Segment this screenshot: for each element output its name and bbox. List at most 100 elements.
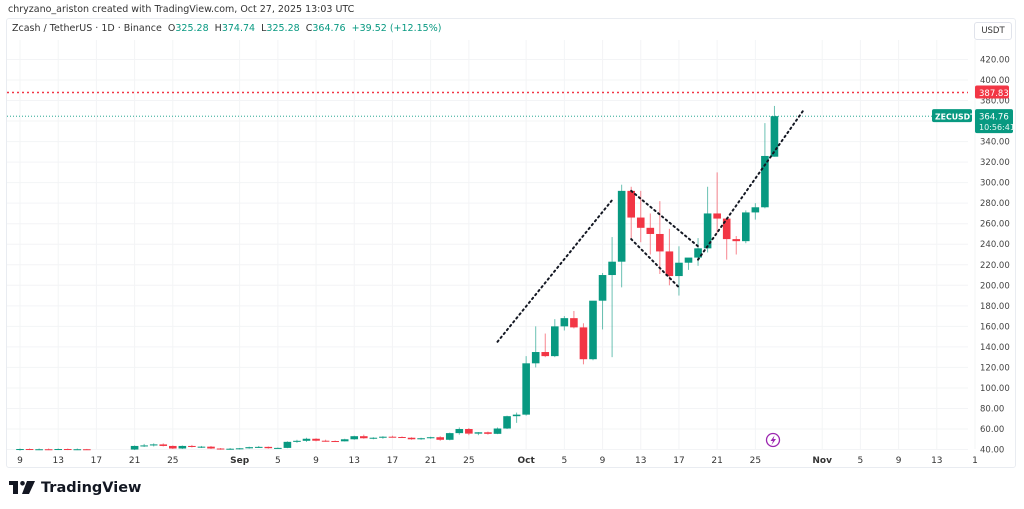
candle[interactable] <box>140 443 148 447</box>
currency-button[interactable]: USDT <box>974 22 1012 40</box>
candle[interactable] <box>703 186 712 253</box>
candle[interactable] <box>159 443 168 447</box>
low-label: L <box>261 23 267 34</box>
y-tick-label: 240.00 <box>980 240 1010 250</box>
x-axis[interactable]: 9 13 17 21 25 Sep 5 9 13 17 21 25 Oct 5 9 13 17 21 25 Nov 5 9… <box>17 456 978 466</box>
candle[interactable] <box>73 448 82 451</box>
candle[interactable] <box>627 186 635 239</box>
candle[interactable] <box>742 210 750 244</box>
candle[interactable] <box>503 415 511 430</box>
candle[interactable] <box>694 238 702 266</box>
candle[interactable] <box>579 323 588 365</box>
candle[interactable] <box>551 319 559 358</box>
candle[interactable] <box>436 436 444 441</box>
candle[interactable] <box>63 448 72 451</box>
candle[interactable] <box>235 448 244 450</box>
ticker-label: ZECUSDT <box>935 113 976 122</box>
candle[interactable] <box>350 435 359 440</box>
candle[interactable] <box>646 213 655 255</box>
candle[interactable] <box>531 326 540 368</box>
trendline[interactable] <box>496 199 614 343</box>
candle[interactable] <box>751 203 760 220</box>
candle[interactable] <box>598 272 607 330</box>
high-value: 374.74 <box>221 23 256 34</box>
candle[interactable] <box>636 190 645 243</box>
candle[interactable] <box>417 437 425 440</box>
y-tick-label: 120.00 <box>980 363 1010 373</box>
candle[interactable] <box>522 356 530 416</box>
candle[interactable] <box>369 437 378 440</box>
candle[interactable] <box>207 445 215 450</box>
candle[interactable] <box>426 436 435 439</box>
candle[interactable] <box>388 435 397 438</box>
candle[interactable] <box>178 445 187 450</box>
candle[interactable] <box>398 436 406 439</box>
candle[interactable] <box>340 438 349 442</box>
candle[interactable] <box>722 218 731 260</box>
x-tick-label: 5 <box>858 456 864 466</box>
brand-name: TradingView <box>41 480 142 496</box>
candle[interactable] <box>608 237 616 358</box>
candle[interactable] <box>455 427 464 435</box>
candle[interactable] <box>44 448 53 451</box>
candle[interactable] <box>169 445 177 450</box>
y-tick-label: 260.00 <box>980 220 1010 230</box>
candle[interactable] <box>264 446 273 449</box>
candle[interactable] <box>293 439 301 443</box>
candle[interactable] <box>570 310 578 329</box>
y-axis[interactable]: 420.00 400.00 380.00 340.00 320.00 300.00 280.… <box>980 55 1010 455</box>
candle[interactable] <box>283 441 292 449</box>
candle[interactable] <box>684 257 693 270</box>
candle[interactable] <box>16 448 24 451</box>
candle[interactable] <box>617 184 626 288</box>
trendline[interactable] <box>630 189 700 248</box>
candle[interactable] <box>379 436 387 439</box>
candle[interactable] <box>331 440 339 443</box>
candle[interactable] <box>130 445 139 451</box>
candle[interactable] <box>474 432 483 436</box>
candle[interactable] <box>188 444 196 448</box>
candle[interactable] <box>35 448 43 451</box>
candle[interactable] <box>541 333 550 358</box>
trendline[interactable] <box>630 238 680 289</box>
chart-credit: chryzano_ariston created with TradingVie… <box>8 4 355 15</box>
candle[interactable] <box>675 246 683 296</box>
candle[interactable] <box>732 236 741 255</box>
flash-icon[interactable] <box>765 432 781 448</box>
candle[interactable] <box>589 300 597 361</box>
candle[interactable] <box>83 448 91 451</box>
ticker-tag[interactable]: ZECUSDT <box>932 109 976 123</box>
candle[interactable] <box>54 448 62 451</box>
candle[interactable] <box>254 445 263 449</box>
candle[interactable] <box>656 201 664 275</box>
candle[interactable] <box>149 443 158 447</box>
alert-price-tag[interactable]: 387.83 <box>975 85 1009 99</box>
candle[interactable] <box>302 437 311 442</box>
candle[interactable] <box>445 432 454 441</box>
candle[interactable] <box>25 448 34 451</box>
candle[interactable] <box>512 412 521 423</box>
candle[interactable] <box>665 228 674 286</box>
candle[interactable] <box>274 447 282 449</box>
y-tick-label: 180.00 <box>980 302 1010 312</box>
candle[interactable] <box>245 446 253 449</box>
candle[interactable] <box>360 434 368 439</box>
candle[interactable] <box>560 316 569 331</box>
candle[interactable] <box>312 438 320 442</box>
tradingview-logo[interactable]: TradingView <box>9 480 141 496</box>
candle[interactable] <box>484 431 492 435</box>
candle[interactable] <box>216 448 225 450</box>
trendline[interactable] <box>697 109 805 261</box>
y-tick-label: 80.00 <box>980 404 1004 414</box>
candle[interactable] <box>493 427 502 435</box>
candle[interactable] <box>226 448 234 450</box>
symbol-title[interactable]: Zcash / TetherUS · 1D · Binance <box>12 23 162 34</box>
candle[interactable] <box>465 427 473 436</box>
candle[interactable] <box>770 105 779 157</box>
candle[interactable] <box>407 437 416 440</box>
candle[interactable] <box>321 439 330 442</box>
candle[interactable] <box>713 172 721 233</box>
candle[interactable] <box>197 445 206 449</box>
